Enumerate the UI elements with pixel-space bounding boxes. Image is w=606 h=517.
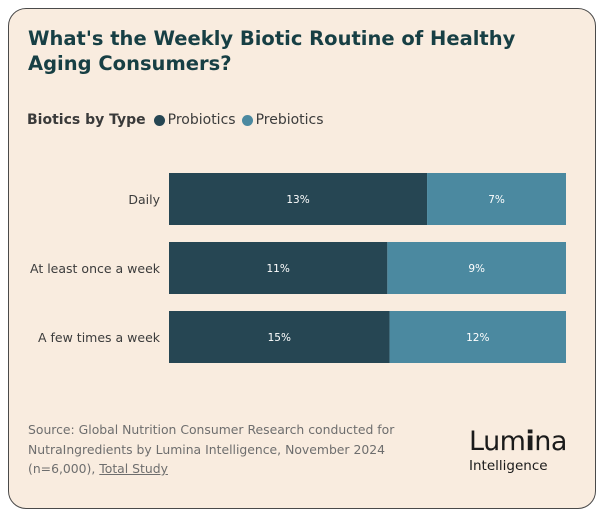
bar-probiotics-at-least-once-a-week [169,242,388,294]
chart-card: What's the Weekly Biotic Routine of Heal… [8,8,596,509]
bar-prebiotics-a-few-times-a-week [389,311,566,363]
legend-label-prebiotics: Prebiotics [255,112,324,128]
logo-wordmark-end: na [534,426,567,457]
legend-swatch-prebiotics [241,114,253,126]
logo-wordmark: Lumina [469,427,567,457]
bar-prebiotics-at-least-once-a-week [387,242,566,294]
source-link[interactable]: Total Study [99,461,168,476]
category-label-daily: Daily [128,192,160,207]
chart-title: What's the Weekly Biotic Routine of Heal… [28,27,516,75]
lumina-logo: Lumina Intelligence [469,427,567,475]
legend-item-prebiotics[interactable]: Prebiotics [241,112,324,128]
category-label-a-few-times-a-week: A few times a week [38,330,161,345]
logo-wordmark-start: Lum [469,426,526,457]
legend-title: Biotics by Type [27,112,146,128]
category-label-at-least-once-a-week: At least once a week [30,261,161,276]
data-label-probiotics-at-least-once-a-week: 11% [267,263,290,275]
legend-swatch-probiotics [153,114,165,126]
bar-probiotics-daily [169,173,428,225]
legend: Biotics by Type Probiotics Prebiotics [27,112,330,128]
bar-probiotics-a-few-times-a-week [169,311,390,363]
source-text: Source: Global Nutrition Consumer Resear… [28,422,395,476]
legend-label-probiotics: Probiotics [167,112,236,128]
data-label-probiotics-daily: 13% [286,194,309,206]
bar-prebiotics-daily [427,173,566,225]
legend-item-probiotics[interactable]: Probiotics [153,112,236,128]
data-label-prebiotics-at-least-once-a-week: 9% [468,263,485,275]
data-label-probiotics-a-few-times-a-week: 15% [268,332,291,344]
stacked-bar-chart: Daily 13% 7% At least once a week 11% 9% A few… [30,173,566,363]
data-label-prebiotics-daily: 7% [488,194,505,206]
logo-wordmark-bold: i [525,426,535,457]
data-label-prebiotics-a-few-times-a-week: 12% [466,332,489,344]
logo-subtitle: Intelligence [469,458,548,474]
source-note: Source: Global Nutrition Consumer Resear… [28,420,453,479]
